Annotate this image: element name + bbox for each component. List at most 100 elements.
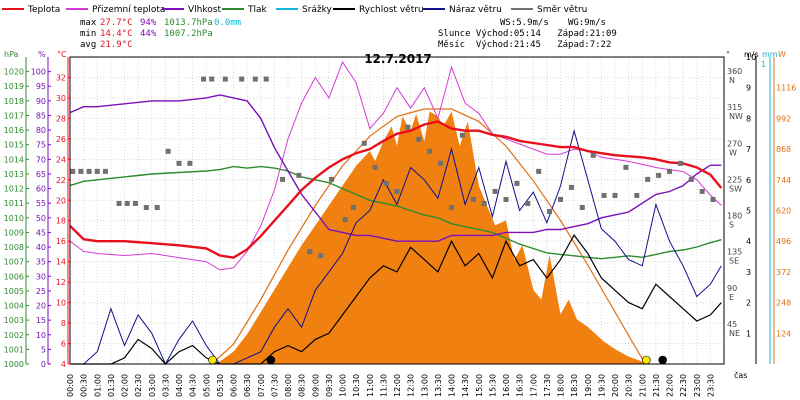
stat-avg-label: avg bbox=[80, 40, 96, 50]
x-tick-label: 19:30 bbox=[597, 374, 606, 397]
legend: Teplota Přizemní teplota Vlhkost Tlak Srážky… bbox=[2, 5, 587, 15]
wind-direction-point bbox=[209, 76, 215, 82]
axis-tick-label-pressure_hpa: 1005 bbox=[4, 287, 24, 296]
x-tick-label: 11:30 bbox=[379, 374, 388, 397]
axis-tick-label-humidity_pct: 65 bbox=[36, 170, 46, 179]
wind-direction-point bbox=[699, 188, 705, 194]
axis-tick-label-wind-ms: 10 bbox=[746, 53, 756, 62]
axis-tick-label-humidity_pct: 30 bbox=[36, 272, 46, 281]
wind-direction-point bbox=[579, 204, 585, 210]
x-tick-label: 14:30 bbox=[461, 374, 470, 397]
axis-tick-label-pressure_hpa: 1001 bbox=[4, 345, 24, 354]
axis-tick-label-wind-ms: 4 bbox=[746, 237, 751, 246]
lines-layer bbox=[69, 61, 723, 366]
x-axis-label: čas bbox=[734, 370, 747, 380]
info-moon: Měsíc Východ:21:45 Západ:7:22 bbox=[438, 40, 611, 50]
axis-tick-label-temperature_c: 16 bbox=[56, 237, 66, 246]
wind-direction-point bbox=[568, 184, 574, 190]
axis-tick-label-temperature_c: 18 bbox=[56, 217, 66, 226]
axis-tick-label-humidity_pct: 45 bbox=[36, 228, 46, 237]
stat-min-hum: 44% bbox=[140, 29, 157, 39]
axis-tick-label-pressure_hpa: 1010 bbox=[4, 214, 24, 223]
axis-tick-label-humidity_pct: 35 bbox=[36, 258, 46, 267]
axis-tick-label-wind-ms: 2 bbox=[746, 299, 751, 308]
wind-direction-point bbox=[361, 140, 367, 146]
axis-tick-label-humidity_pct: 60 bbox=[36, 185, 46, 194]
x-tick-label: 22:00 bbox=[666, 374, 675, 397]
axis-tick-label-wind-dir: 360 bbox=[727, 67, 742, 76]
x-tick-label: 14:00 bbox=[448, 374, 457, 397]
x-tick-label: 23:00 bbox=[693, 374, 702, 397]
axis-tick-label-pressure_hpa: 1020 bbox=[4, 68, 24, 77]
axis-tick-label-humidity_pct: 85 bbox=[36, 111, 46, 120]
axis-tick-label-wind-dir-compass: NW bbox=[729, 112, 743, 121]
axis-tick-label-wind-dir: 180 bbox=[727, 212, 742, 221]
legend-label-3: Tlak bbox=[247, 5, 268, 15]
axis-tick-label-humidity_pct: 55 bbox=[36, 199, 46, 208]
x-tick-label: 15:00 bbox=[475, 374, 484, 397]
axis-tick-label-pressure_hpa: 1000 bbox=[4, 360, 24, 369]
axis-tick-label-pressure_hpa: 1002 bbox=[4, 331, 24, 340]
axis-tick-label-humidity_pct: 15 bbox=[36, 316, 46, 325]
axis-tick-label-humidity_pct: 5 bbox=[41, 345, 46, 354]
x-tick-label: 19:00 bbox=[584, 374, 593, 397]
wind-direction-point bbox=[143, 204, 149, 210]
axis-tick-label-temperature_c: 32 bbox=[56, 73, 66, 82]
solar-layer bbox=[70, 108, 722, 365]
x-tick-label: 00:00 bbox=[66, 374, 75, 397]
axis-tick-label-solar: 496 bbox=[776, 237, 791, 246]
axis-tick-label-wind-dir-compass: SW bbox=[729, 184, 742, 193]
axis-tick-label-wind-ms: 8 bbox=[746, 114, 751, 123]
axis-tick-label-temperature_c: 6 bbox=[61, 340, 66, 349]
x-tick-label: 04:30 bbox=[189, 374, 198, 397]
wind-direction-point bbox=[263, 76, 269, 82]
x-tick-label: 02:30 bbox=[134, 374, 143, 397]
axis-tick-label-humidity_pct: 80 bbox=[36, 126, 46, 135]
wind-direction-point bbox=[688, 176, 694, 182]
x-tick-label: 00:30 bbox=[80, 374, 89, 397]
wind-direction-point bbox=[536, 168, 542, 174]
x-tick-label: 12:30 bbox=[407, 374, 416, 397]
series-line-vlhkost bbox=[69, 94, 722, 242]
axis-tick-label-temperature_c: 12 bbox=[56, 278, 66, 287]
x-tick-label: 11:00 bbox=[366, 374, 375, 397]
wind-direction-point bbox=[307, 249, 313, 255]
wind-direction-point bbox=[634, 192, 640, 198]
axis-tick-label-wind-ms: 9 bbox=[746, 84, 751, 93]
axis-tick-label-pressure_hpa: 1008 bbox=[4, 243, 24, 252]
wind-direction-point bbox=[612, 192, 618, 198]
stat-max-temp: 27.7°C bbox=[100, 18, 133, 28]
wind-direction-point bbox=[449, 204, 454, 210]
legend-label-1: Přizemní teplota bbox=[92, 5, 165, 15]
wind-direction-point bbox=[459, 132, 465, 138]
legend-label-0: Teplota bbox=[27, 5, 60, 15]
wind-direction-point bbox=[222, 76, 228, 82]
axis-tick-label-humidity_pct: 40 bbox=[36, 243, 46, 252]
axis-tick-label-humidity_pct: 10 bbox=[36, 331, 46, 340]
x-tick-label: 08:30 bbox=[298, 374, 307, 397]
wind-direction-point bbox=[667, 168, 672, 174]
axis-tick-label-humidity_pct: 90 bbox=[36, 97, 46, 106]
axis-tick-label-humidity_pct: 0 bbox=[41, 360, 46, 369]
x-tick-label: 06:30 bbox=[243, 374, 252, 397]
wind-direction-point bbox=[201, 76, 207, 82]
wind-direction-point bbox=[405, 124, 411, 130]
stat-min-label: min bbox=[80, 29, 96, 39]
x-tick-label: 01:30 bbox=[107, 374, 116, 397]
stats-block: max 27.7°C 94% 1013.7hPa 0.0mm min 14.4°… bbox=[80, 18, 241, 50]
axis-tick-label-solar: 744 bbox=[776, 176, 791, 185]
legend-label-4: Srážky bbox=[302, 5, 333, 15]
axis-tick-label-solar: 248 bbox=[776, 299, 791, 308]
wind-direction-point bbox=[503, 196, 509, 202]
axis-tick-label-rain: 1 bbox=[761, 60, 766, 69]
axis-tick-label-wind-dir: 45 bbox=[727, 320, 737, 329]
x-tick-label: 09:00 bbox=[311, 374, 320, 397]
stat-max-rain: 0.0mm bbox=[214, 18, 241, 28]
x-tick-label: 10:30 bbox=[352, 374, 361, 397]
x-tick-label: 13:00 bbox=[420, 374, 429, 397]
axis-tick-label-solar: 620 bbox=[776, 207, 791, 216]
x-tick-label: 03:00 bbox=[148, 374, 157, 397]
stat-avg-temp: 21.9°C bbox=[100, 40, 133, 50]
legend-label-5: Rychlost větru bbox=[359, 5, 424, 15]
